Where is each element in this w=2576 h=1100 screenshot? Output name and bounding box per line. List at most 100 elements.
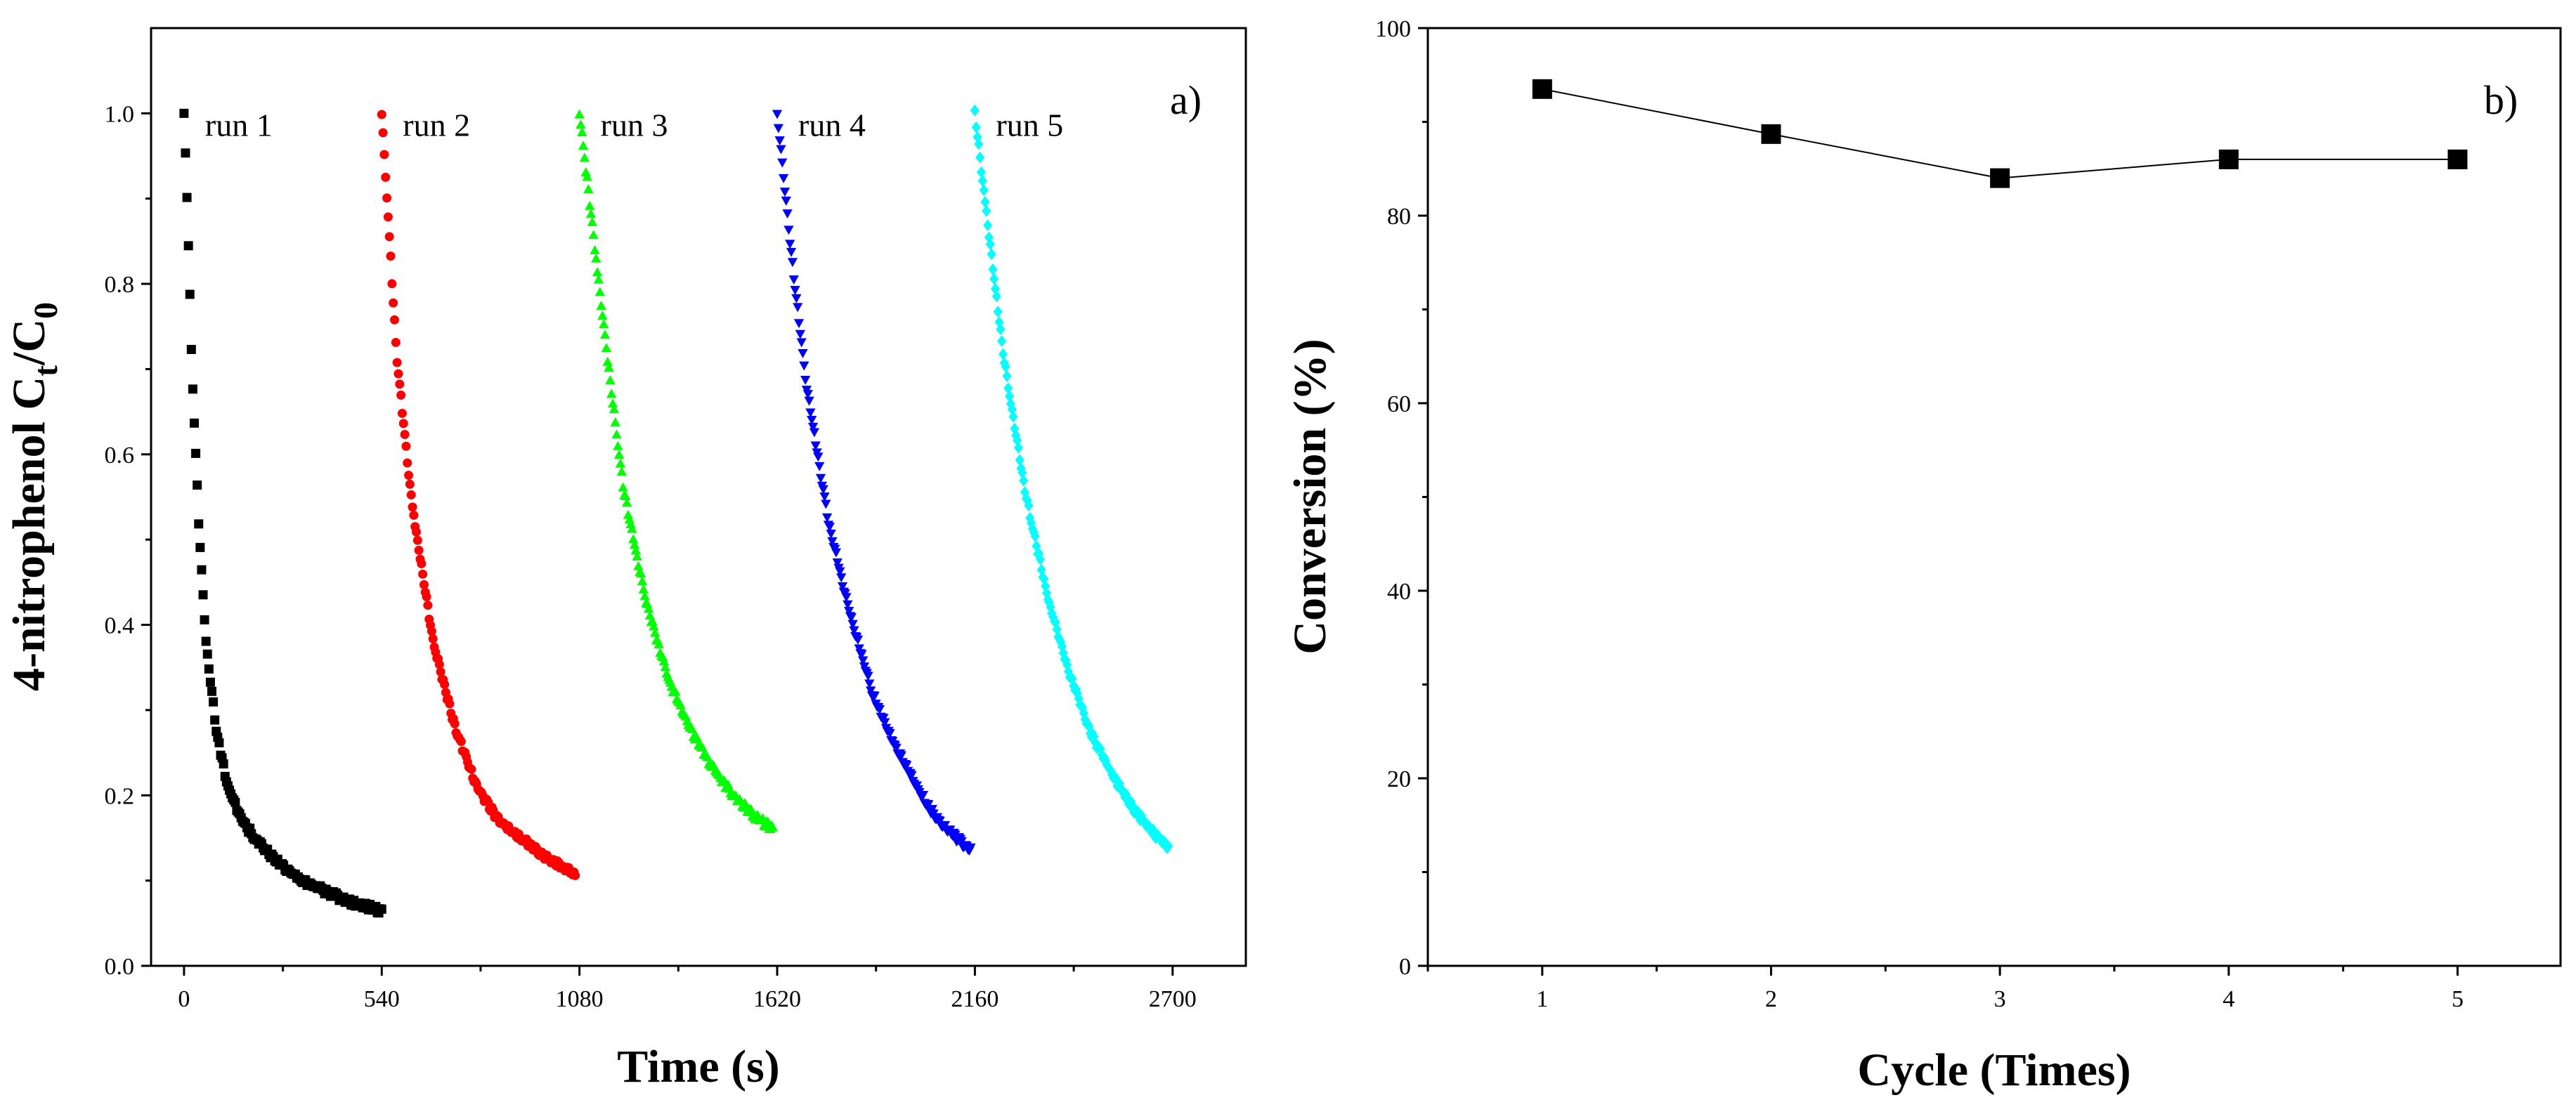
data-point [417,558,427,568]
data-point [377,904,386,914]
x-tick-label: 1080 [556,986,604,1012]
data-point [864,679,875,689]
y-title-main: 4-nitrophenol C [4,377,55,691]
data-point [597,310,608,320]
data-point [195,542,205,552]
data-point [198,590,208,600]
data-point [1062,659,1072,672]
data-point [642,598,653,608]
y-tick-label: 60 [1387,391,1411,417]
data-point [902,761,912,771]
data-point [189,418,199,428]
data-point [1035,553,1045,565]
data-point [599,329,611,339]
conversion-point [2218,149,2239,169]
y-tick-label: 0.2 [105,783,135,809]
data-point [230,797,240,807]
data-point [445,699,455,709]
y-tick-label: 20 [1387,766,1411,792]
conversion-point [2447,149,2468,169]
data-point [614,450,625,459]
data-point [639,591,650,601]
data-point [620,491,631,501]
data-point [210,715,220,725]
panel-b-data-points [1532,79,2468,188]
data-point [201,636,211,646]
x-tick-label: 540 [364,986,400,1012]
data-point [185,289,195,299]
data-point [637,576,648,586]
data-point [993,306,1003,318]
data-point [381,172,391,182]
data-point [207,686,216,696]
data-point [804,396,814,406]
data-point [604,362,614,372]
data-point [1022,494,1032,506]
data-point [205,677,215,687]
data-point [831,548,842,558]
data-point [998,348,1008,360]
data-point [571,870,580,880]
data-point [384,232,394,242]
x-tick-label: 2700 [1149,986,1197,1012]
data-point [783,225,794,235]
data-point [593,274,604,284]
data-point [1019,474,1029,487]
data-point [601,343,612,353]
data-point [423,601,433,610]
data-point [456,737,466,747]
data-point [818,485,828,495]
x-tick-label: 1620 [753,986,801,1012]
data-point [800,375,811,385]
data-point [579,152,590,162]
data-point [1032,539,1041,552]
data-point [1164,839,1173,852]
data-point [1056,636,1066,648]
data-point [991,290,1001,303]
data-point [650,627,661,637]
data-point [1079,707,1088,719]
data-point [414,545,424,555]
data-point [585,209,597,218]
y-title-sub-0: 0 [27,302,65,319]
data-point [188,384,197,394]
series-run-5 [970,104,1173,854]
data-point [1042,587,1052,599]
data-point [618,482,628,492]
data-point [412,535,422,545]
data-point [687,723,698,733]
data-point [398,419,408,428]
data-point [434,660,444,669]
data-point [987,248,996,261]
data-point [583,183,594,193]
data-point [1111,772,1121,784]
data-point [821,499,831,509]
data-point [621,497,632,507]
data-point [610,417,620,426]
panel-a-y-tick-labels: 0.0 0.2 0.4 0.6 0.8 1.0 [105,101,135,980]
data-point [793,319,805,329]
data-point [418,569,428,579]
data-point [918,791,929,801]
data-point [923,800,934,810]
data-point [793,303,803,313]
data-point [977,166,987,178]
data-point [181,148,190,158]
data-point [428,634,438,643]
run-label: run 5 [996,107,1063,143]
data-point [791,294,802,303]
data-point [896,751,907,761]
data-point [1005,390,1015,402]
panel-a-label: a) [1170,77,1202,123]
data-point [574,109,585,119]
data-point [582,171,592,181]
data-point [1001,360,1010,373]
x-tick-label: 4 [2223,986,2235,1012]
data-point [1011,429,1021,442]
data-point [1100,754,1110,767]
data-point [989,273,999,285]
data-point [1095,742,1105,755]
data-point [616,466,627,476]
conversion-point [1761,124,1781,144]
